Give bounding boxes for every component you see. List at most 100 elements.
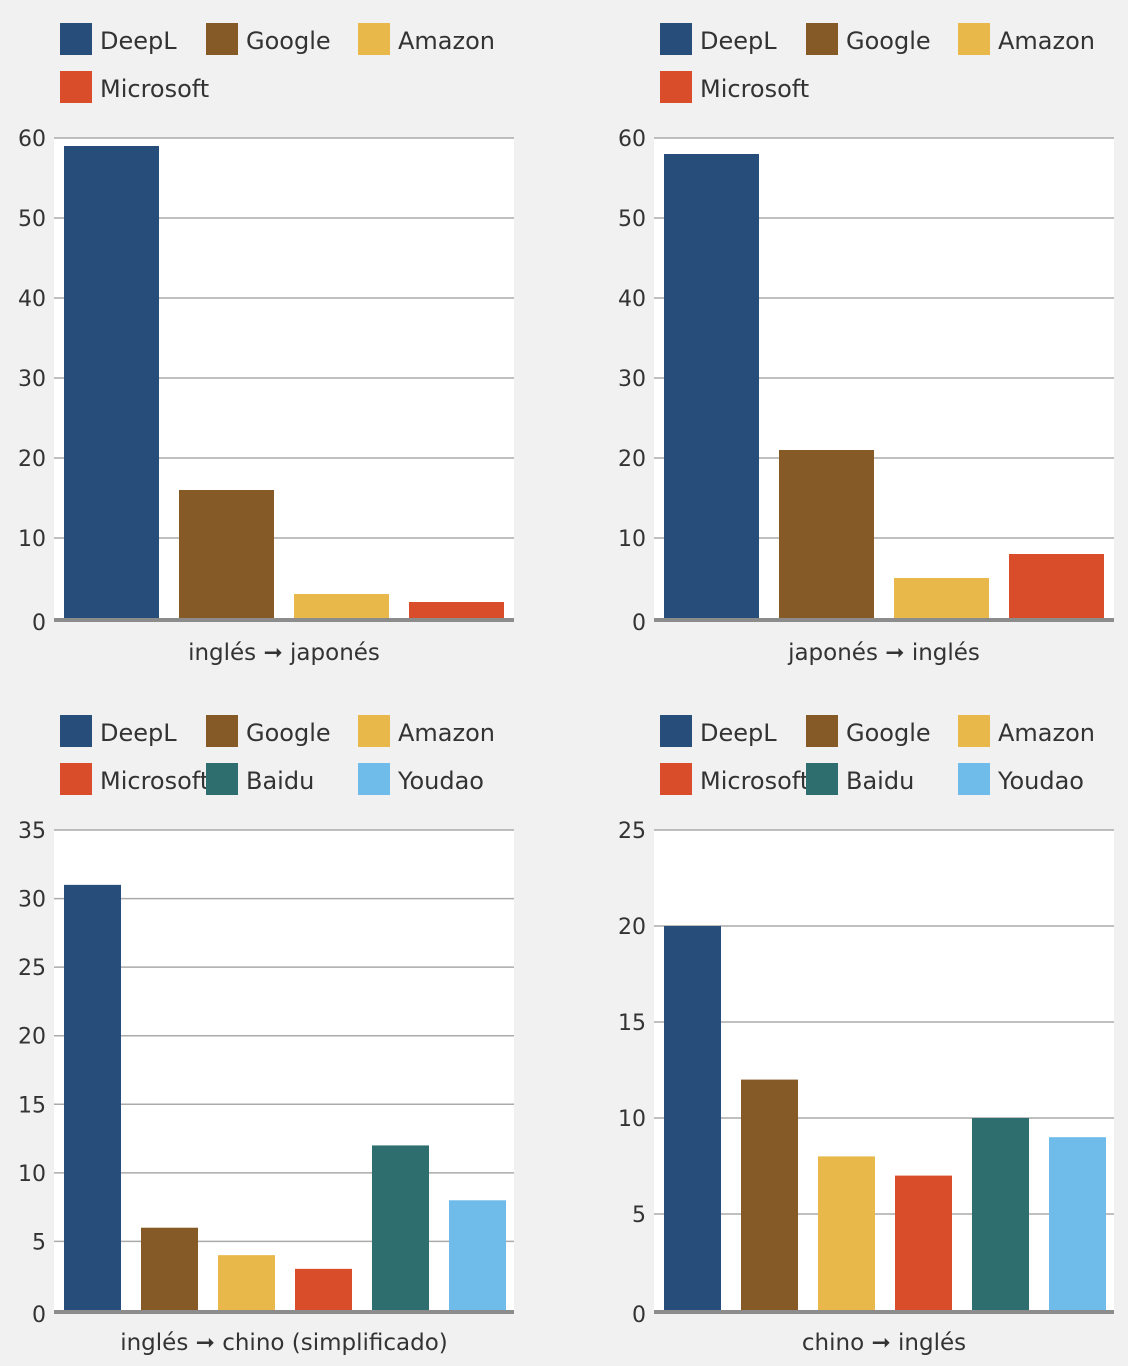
legend-label: DeepL [700, 27, 777, 55]
bar-microsoft [295, 1268, 352, 1310]
legend-swatch [206, 715, 238, 747]
bar-deepl [64, 884, 121, 1310]
legend-label: Youdao [997, 767, 1084, 795]
bar-amazon [218, 1255, 275, 1310]
x-axis-label: chino ➞ inglés [802, 1330, 966, 1356]
chart-panel-3: DeepL Google Amazon Microsoft Baidu Youdao 0 5 1… [18, 715, 514, 1356]
y-tick-label: 60 [18, 127, 46, 152]
x-axis-label: inglés ➞ chino (simplificado) [120, 1330, 448, 1356]
y-tick-label: 20 [18, 1025, 46, 1050]
legend-label: DeepL [100, 719, 177, 747]
legend-swatch [806, 763, 838, 795]
legend-label: Amazon [398, 719, 495, 747]
legend-item: Amazon [358, 23, 495, 55]
bar-deepl [664, 926, 721, 1310]
legend-label: Google [246, 27, 331, 55]
legend-swatch [60, 763, 92, 795]
bar-deepl [664, 154, 759, 618]
y-tick-label: 40 [18, 287, 46, 312]
bar-microsoft [895, 1175, 952, 1310]
bar-youdao [1049, 1137, 1106, 1310]
chart-panel-4: DeepL Google Amazon Microsoft Baidu Youdao 0 5 1… [618, 715, 1114, 1356]
legend-item: Microsoft [660, 71, 809, 103]
legend-label: Microsoft [100, 767, 209, 795]
bar-baidu [372, 1145, 429, 1310]
chart-panel-1: DeepL Google Amazon Microsoft 0 10 20 30 40 50 60 i… [18, 23, 514, 666]
legend-label: Microsoft [700, 767, 809, 795]
legend-label: Baidu [246, 767, 314, 795]
bar-microsoft [1009, 554, 1104, 618]
y-tick-label: 50 [18, 207, 46, 232]
y-tick-label: 20 [618, 915, 646, 940]
bar-google [779, 450, 874, 618]
legend-swatch [206, 763, 238, 795]
legend-swatch [358, 23, 390, 55]
legend-swatch [358, 715, 390, 747]
legend: DeepL Google Amazon Microsoft Baidu Youdao [660, 715, 1095, 795]
legend-item: Google [206, 23, 331, 55]
legend-swatch [60, 715, 92, 747]
x-axis-label: inglés ➞ japonés [188, 640, 380, 666]
legend-label: Amazon [398, 27, 495, 55]
legend-item: Google [806, 715, 931, 747]
bar-google [179, 490, 274, 618]
y-tick-label: 30 [18, 367, 46, 392]
legend-item: Google [806, 23, 931, 55]
legend-label: DeepL [700, 719, 777, 747]
y-tick-label: 0 [32, 611, 46, 636]
legend-swatch [958, 715, 990, 747]
bar-google [141, 1227, 198, 1310]
legend-label: Google [246, 719, 331, 747]
y-tick-label: 20 [18, 447, 46, 472]
y-tick-label: 10 [18, 1162, 46, 1187]
y-tick-label: 0 [632, 1303, 646, 1328]
y-tick-label: 15 [618, 1011, 646, 1036]
legend-swatch [660, 23, 692, 55]
y-tick-label: 30 [18, 888, 46, 913]
bar-deepl [64, 146, 159, 618]
y-tick-label: 5 [32, 1230, 46, 1255]
y-tick-label: 5 [632, 1203, 646, 1228]
legend-swatch [806, 23, 838, 55]
legend-item: Microsoft [60, 763, 209, 795]
y-tick-label: 10 [18, 527, 46, 552]
legend-item: DeepL [60, 23, 177, 55]
legend-item: Youdao [958, 763, 1084, 795]
bar-microsoft [409, 602, 504, 618]
legend-swatch [660, 71, 692, 103]
legend: DeepL Google Amazon Microsoft [660, 23, 1095, 103]
legend-label: Amazon [998, 27, 1095, 55]
legend-swatch [206, 23, 238, 55]
legend-swatch [660, 763, 692, 795]
legend-label: Google [846, 27, 931, 55]
plot-area [54, 830, 514, 1310]
y-tick-label: 0 [32, 1303, 46, 1328]
bar-baidu [972, 1118, 1029, 1310]
legend-item: Baidu [206, 763, 314, 795]
legend-label: Youdao [397, 767, 484, 795]
legend-item: Youdao [358, 763, 484, 795]
legend-label: Amazon [998, 719, 1095, 747]
x-axis-label: japonés ➞ inglés [787, 640, 980, 666]
y-tick-label: 15 [18, 1093, 46, 1118]
legend-swatch [358, 763, 390, 795]
legend-label: Baidu [846, 767, 914, 795]
legend-label: Microsoft [100, 75, 209, 103]
legend: DeepL Google Amazon Microsoft [60, 23, 495, 103]
y-tick-label: 0 [632, 611, 646, 636]
legend-item: Google [206, 715, 331, 747]
legend-swatch [958, 23, 990, 55]
bar-amazon [894, 578, 989, 618]
y-tick-label: 20 [618, 447, 646, 472]
y-tick-label: 60 [618, 127, 646, 152]
legend: DeepL Google Amazon Microsoft Baidu Youdao [60, 715, 495, 795]
legend-swatch [958, 763, 990, 795]
legend-item: DeepL [60, 715, 177, 747]
y-tick-label: 10 [618, 527, 646, 552]
legend-item: DeepL [660, 715, 777, 747]
legend-swatch [660, 715, 692, 747]
legend-swatch [806, 715, 838, 747]
bar-amazon [818, 1156, 875, 1310]
y-tick-label: 35 [18, 819, 46, 844]
